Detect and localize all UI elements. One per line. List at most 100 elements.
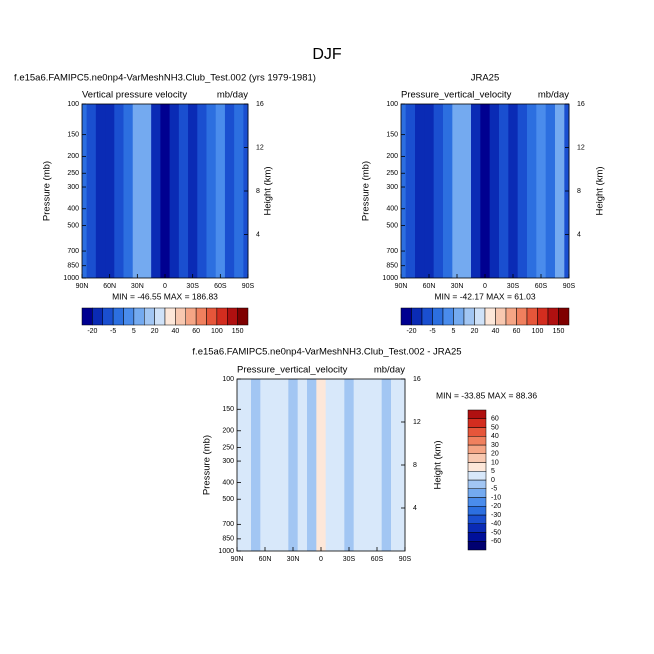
colorbar-label: -30 <box>491 512 501 519</box>
field-strip <box>405 104 416 278</box>
y-tick-label: 250 <box>386 170 398 177</box>
colorbar-box <box>467 471 487 481</box>
field-strip <box>269 379 280 551</box>
colorbar-box <box>467 418 487 428</box>
colorbar-label: 40 <box>492 328 500 335</box>
x-tick-label: 30S <box>343 556 356 563</box>
colorbar-label: -50 <box>491 529 501 536</box>
field-strip <box>508 104 519 278</box>
field-strip <box>381 379 392 551</box>
colorbar-label: 150 <box>232 328 244 335</box>
y-tick-label: 700 <box>222 521 234 528</box>
colorbar-box <box>467 479 487 489</box>
y2-tick-label: 12 <box>577 144 585 151</box>
field-strip <box>325 379 336 551</box>
min-max-annotation: MIN = -33.85 MAX = 88.36 <box>436 390 537 400</box>
y2-tick-label: 8 <box>577 188 581 195</box>
colorbar-label: 150 <box>553 328 565 335</box>
colorbar-box <box>467 541 487 551</box>
y2-axis-label: Height (km) <box>263 166 274 215</box>
y-tick-label: 500 <box>222 496 234 503</box>
colorbar-box <box>442 307 454 326</box>
field-strip <box>86 104 97 278</box>
field-strip <box>536 104 547 278</box>
colorbar-box <box>400 307 412 326</box>
colorbar-label: 60 <box>513 328 521 335</box>
colorbar-box <box>484 307 496 326</box>
field-strip <box>224 104 235 278</box>
colorbar-label: -20 <box>87 328 97 335</box>
field-strip <box>517 104 528 278</box>
colorbar-box <box>144 307 155 326</box>
field-strip <box>188 104 198 278</box>
x-tick-label: 0 <box>319 556 323 563</box>
field-strip <box>499 104 509 278</box>
y-tick-label: 400 <box>67 206 79 213</box>
x-tick-label: 0 <box>163 283 167 290</box>
x-tick-label: 60N <box>423 283 436 290</box>
colorbar-box <box>505 307 517 326</box>
field-strip <box>297 379 308 551</box>
field-strip <box>527 104 537 278</box>
colorbar-box <box>216 307 228 326</box>
x-tick-label: 60S <box>371 556 384 563</box>
y-tick-label: 200 <box>67 153 79 160</box>
field-strip <box>279 379 289 551</box>
y2-tick-label: 4 <box>256 231 260 238</box>
colorbar-box <box>195 307 207 326</box>
y-tick-label: 150 <box>67 131 79 138</box>
field-strip <box>461 104 472 278</box>
y-tick-label: 100 <box>386 101 398 108</box>
colorbar-box <box>467 436 487 446</box>
colorbar-box <box>467 506 487 516</box>
x-tick-label: 60N <box>259 556 272 563</box>
y-tick-label: 1000 <box>382 275 398 282</box>
y2-tick-label: 12 <box>256 144 264 151</box>
y2-tick-label: 4 <box>577 231 581 238</box>
x-tick-label: 60S <box>535 283 548 290</box>
colorbar-label: 30 <box>491 442 499 449</box>
x-tick-label: 60N <box>103 283 116 290</box>
y2-tick-label: 16 <box>413 376 421 383</box>
y-tick-label: 850 <box>222 536 234 543</box>
panel-subtitle: Vertical pressure velocity <box>82 90 187 101</box>
y2-tick-label: 12 <box>413 419 421 426</box>
colorbar-label: 20 <box>151 328 159 335</box>
y-tick-label: 200 <box>386 153 398 160</box>
colorbar-label: 0 <box>491 477 495 484</box>
field-strip <box>401 104 407 278</box>
y-tick-label: 400 <box>386 206 398 213</box>
field-strip <box>555 104 565 278</box>
field-strip <box>206 104 217 278</box>
x-tick-label: 30S <box>507 283 520 290</box>
colorbar-label: 20 <box>471 328 479 335</box>
colorbar-label: 100 <box>532 328 544 335</box>
y-tick-label: 850 <box>67 263 79 270</box>
field-strip <box>288 379 299 551</box>
colorbar-label: -5 <box>429 328 435 335</box>
field-strip <box>82 104 88 278</box>
colorbar-box <box>175 307 186 326</box>
y2-tick-label: 8 <box>413 462 417 469</box>
y2-tick-label: 4 <box>413 505 417 512</box>
field-strip <box>316 379 327 551</box>
colorbar-box <box>123 307 135 326</box>
y2-axis-label: Height (km) <box>433 440 444 489</box>
field-strip <box>415 104 425 278</box>
y-tick-label: 100 <box>67 101 79 108</box>
panel-title: f.e15a6.FAMIPC5.ne0np4-VarMeshNH3.Club_T… <box>14 73 316 84</box>
y-tick-label: 150 <box>222 406 234 413</box>
colorbar-box <box>467 523 487 533</box>
y-tick-label: 100 <box>222 376 234 383</box>
field-strip <box>433 104 444 278</box>
y2-axis-label: Height (km) <box>595 166 606 215</box>
colorbar-label: -60 <box>491 538 501 545</box>
colorbar-box <box>102 307 114 326</box>
panel-subtitle: Pressure_vertical_velocity <box>237 365 348 376</box>
colorbar-box <box>467 453 487 463</box>
colorbar-box <box>474 307 486 326</box>
field-strip <box>335 379 345 551</box>
colorbar-box <box>237 307 249 326</box>
colorbar-label: -5 <box>491 486 497 493</box>
